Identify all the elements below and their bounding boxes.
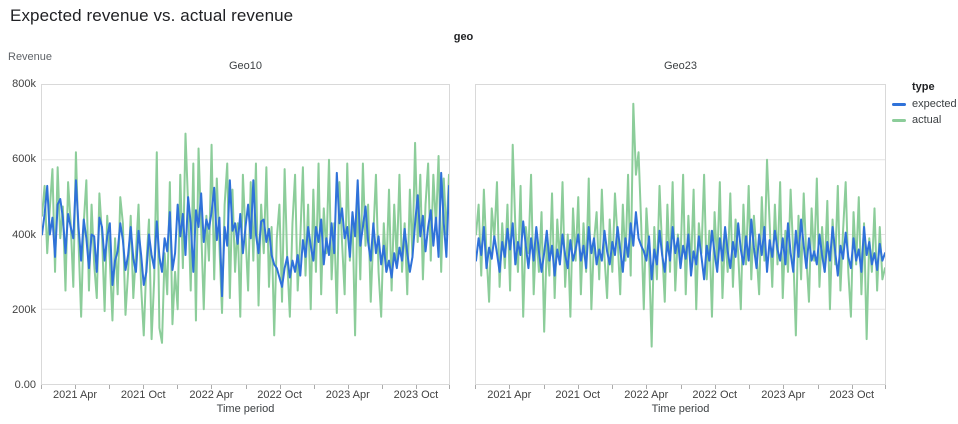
x-tick (109, 385, 111, 389)
facet-panel-geo10 (41, 84, 450, 385)
y-tick-label: 600k (12, 153, 36, 166)
facet-panel-geo23 (475, 84, 886, 385)
legend-item-label: actual (912, 114, 942, 126)
legend-title: type (912, 81, 935, 93)
y-tick-label: 800k (12, 78, 36, 90)
series-legend: type expected actual (892, 81, 957, 130)
x-tick (245, 385, 247, 389)
x-tick (851, 385, 853, 389)
x-tick (646, 385, 648, 389)
x-tick (543, 385, 545, 389)
x-axis-title-geo10: Time period (216, 403, 275, 415)
x-tick-label: 2023 Oct (393, 389, 439, 401)
y-axis-title: Revenue (8, 51, 53, 63)
x-tick (41, 385, 42, 389)
x-tick-label: 2022 Apr (624, 389, 669, 401)
x-tick-label: 2023 Apr (325, 389, 370, 401)
x-tick-label: 2021 Oct (120, 389, 166, 401)
facet-title-geo10: Geo10 (228, 60, 263, 72)
x-tick (75, 385, 77, 389)
x-tick (749, 385, 750, 389)
y-tick-label: 200k (12, 303, 36, 316)
x-tick (680, 385, 682, 389)
x-tick (475, 385, 476, 389)
x-tick-label: 2022 Apr (189, 389, 234, 401)
x-tick (817, 385, 819, 389)
y-tick-label: 0.00 (14, 379, 36, 391)
x-tick (612, 385, 613, 389)
x-tick-label: 2021 Apr (53, 389, 98, 401)
x-tick (577, 385, 579, 389)
actual-line-swatch-icon (892, 118, 906, 122)
x-tick-label: 2021 Apr (487, 389, 532, 401)
legend-item-expected[interactable]: expected (892, 98, 957, 110)
x-tick (509, 385, 511, 389)
x-tick (143, 385, 145, 389)
x-tick-label: 2022 Oct (257, 389, 302, 401)
x-tick-label: 2023 Apr (761, 389, 806, 401)
x-tick-label: 2023 Oct (829, 389, 875, 401)
actual-line (476, 102, 885, 348)
plot-area (476, 102, 885, 348)
plot-area (42, 132, 449, 344)
x-tick (449, 385, 450, 389)
x-tick (313, 385, 315, 389)
x-tick (279, 385, 281, 389)
x-tick (415, 385, 417, 389)
legend-item-label: expected (912, 98, 957, 110)
x-tick (347, 385, 349, 389)
x-tick (783, 385, 785, 389)
page-title: Expected revenue vs. actual revenue (10, 6, 294, 25)
legend-item-actual[interactable]: actual (892, 114, 957, 126)
expected-line (42, 171, 449, 298)
facet-title-geo23: Geo23 (663, 60, 698, 72)
expected-line (476, 211, 885, 281)
y-tick-label: 400k (12, 228, 36, 241)
facet-field-label: geo (453, 31, 474, 43)
x-axis-title-geo23: Time period (651, 403, 710, 415)
x-tick (211, 385, 213, 389)
x-tick (381, 385, 383, 389)
x-tick (177, 385, 179, 389)
x-tick-label: 2021 Oct (555, 389, 601, 401)
expected-line-swatch-icon (892, 102, 906, 106)
x-tick (714, 385, 716, 389)
x-tick (885, 385, 886, 389)
x-tick-label: 2022 Oct (692, 389, 738, 401)
